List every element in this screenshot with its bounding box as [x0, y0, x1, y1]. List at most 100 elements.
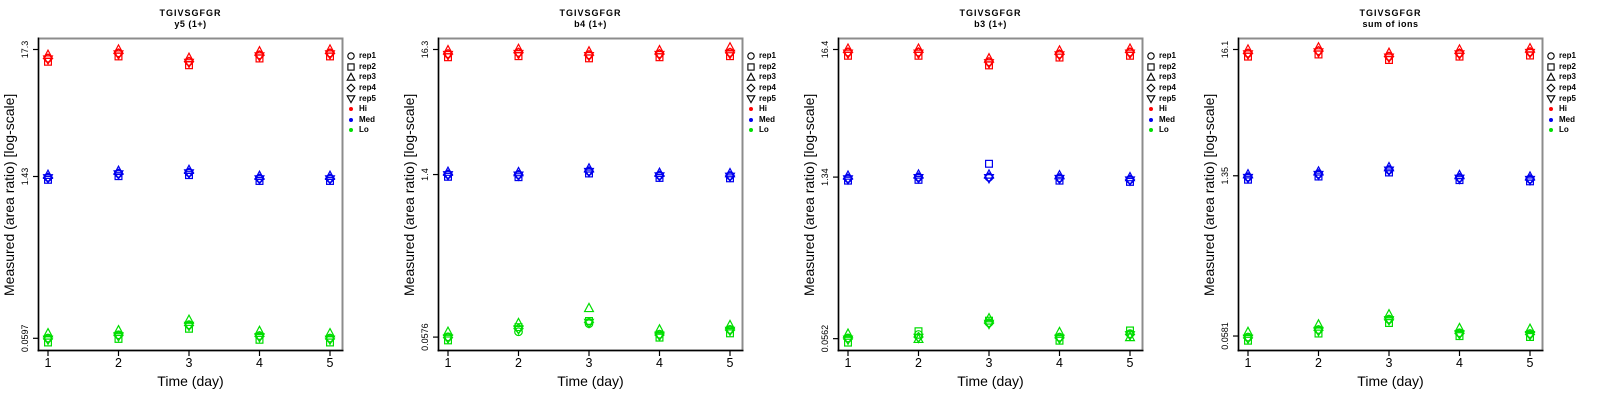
x-tick-label: 4	[1456, 356, 1463, 370]
legend: rep1 rep2 rep3 rep4 rep5 Hi Med Lo	[1146, 51, 1176, 136]
legend-item-med: Med	[746, 115, 776, 126]
legend-label: Hi	[359, 104, 367, 114]
data-point	[1454, 43, 1465, 54]
legend-item-rep1: rep1	[346, 51, 376, 62]
data-point	[1242, 50, 1254, 61]
data-point	[842, 47, 854, 58]
med-dot-icon	[746, 115, 756, 125]
data-point	[913, 42, 924, 53]
legend-item-hi: Hi	[1146, 104, 1176, 115]
data-point	[42, 335, 54, 346]
legend-label: rep4	[1159, 83, 1176, 93]
data-point	[1383, 166, 1395, 177]
data-point	[183, 51, 195, 62]
data-point	[1454, 50, 1465, 61]
rep2-square-icon	[746, 62, 756, 72]
data-point	[1383, 46, 1395, 57]
data-point	[913, 168, 924, 179]
lo-dot-icon	[746, 125, 756, 135]
data-point	[442, 44, 454, 55]
data-point	[842, 175, 854, 186]
legend-item-rep2: rep2	[1146, 62, 1176, 73]
data-point	[583, 167, 595, 178]
panel-subtitle: b4 (1+)	[574, 19, 607, 29]
y-tick-label: 1.34	[820, 168, 830, 186]
data-point	[442, 171, 454, 182]
data-point	[113, 43, 124, 54]
rep4-diamond-icon	[746, 83, 756, 93]
legend-label: rep1	[759, 51, 776, 61]
data-point	[724, 172, 736, 183]
hi-dot-icon	[1546, 104, 1556, 114]
data-point	[983, 174, 995, 185]
legend-label: Hi	[1159, 104, 1167, 114]
data-point	[1124, 176, 1136, 187]
plot-area: 16.3 1.4 0.0576 1 2 3 4 5	[420, 37, 744, 370]
legend-label: Med	[759, 114, 775, 124]
legend-item-med: Med	[346, 115, 376, 126]
legend-label: rep5	[1159, 93, 1176, 103]
data-point	[1383, 316, 1395, 327]
panel-title: TGIVSGFGR	[1359, 8, 1422, 18]
legend-label: rep3	[1559, 72, 1576, 82]
legend-label: rep3	[359, 72, 376, 82]
data-point	[113, 324, 124, 335]
legend: rep1 rep2 rep3 rep4 rep5 Hi Med Lo	[1546, 51, 1576, 136]
legend-label: Lo	[359, 125, 369, 135]
data-point	[1313, 45, 1324, 57]
data-point	[43, 338, 52, 347]
legend-item-hi: Hi	[346, 104, 376, 115]
legend-item-rep5: rep5	[346, 93, 376, 104]
y-tick-label: 16.1	[1220, 41, 1230, 59]
data-point	[113, 170, 124, 181]
legend-item-med: Med	[1546, 115, 1576, 126]
rep3-triangle-up-icon	[1546, 72, 1556, 82]
legend-item-lo: Lo	[1146, 125, 1176, 136]
lo-dot-icon	[1546, 125, 1556, 135]
rep1-circle-icon	[746, 51, 756, 61]
hi-dot-icon	[1146, 104, 1156, 114]
data-point	[1385, 319, 1394, 328]
data-point	[1124, 49, 1136, 60]
legend-item-rep3: rep3	[346, 72, 376, 83]
data-point	[324, 50, 336, 61]
legend-label: Lo	[759, 125, 769, 135]
legend-label: rep4	[759, 83, 776, 93]
data-point	[724, 49, 736, 60]
legend-label: Hi	[1559, 104, 1567, 114]
x-axis-label: Time (day)	[557, 373, 624, 389]
legend-label: rep3	[759, 72, 776, 82]
legend-label: Med	[1559, 114, 1575, 124]
data-point	[1126, 326, 1135, 335]
panel-b3-1plus: TGIVSGFGR b3 (1+) Measured (area ratio) …	[800, 0, 1200, 400]
data-point	[442, 50, 454, 61]
data-point	[255, 335, 264, 344]
rep4-diamond-icon	[1146, 83, 1156, 93]
data-point	[583, 51, 595, 63]
data-point	[1313, 48, 1324, 59]
data-point	[42, 55, 54, 66]
data-point	[442, 334, 454, 345]
data-point	[724, 319, 736, 330]
panel-subtitle: y5 (1+)	[174, 19, 207, 29]
rep5-triangle-down-icon	[346, 94, 356, 104]
legend-item-lo: Lo	[1546, 125, 1576, 136]
data-point	[183, 58, 195, 69]
data-point	[113, 50, 124, 61]
data-point	[913, 333, 924, 344]
x-tick-label: 3	[186, 356, 193, 370]
x-axis-label: Time (day)	[1357, 373, 1424, 389]
panel-title: TGIVSGFGR	[559, 8, 622, 18]
data-point	[1454, 330, 1465, 341]
data-point	[1124, 331, 1136, 342]
x-axis-label: Time (day)	[957, 373, 1024, 389]
plot-area: 16.1 1.35 0.0581 1 2 3 4 5	[1220, 37, 1544, 370]
data-point	[842, 49, 854, 60]
y-tick-label: 0.0562	[820, 325, 830, 353]
data-point	[724, 326, 736, 337]
x-tick-label: 5	[1527, 356, 1534, 370]
data-point	[1313, 326, 1324, 337]
legend-item-lo: Lo	[346, 125, 376, 136]
data-point	[843, 338, 852, 347]
y-tick-label: 17.3	[20, 41, 30, 59]
